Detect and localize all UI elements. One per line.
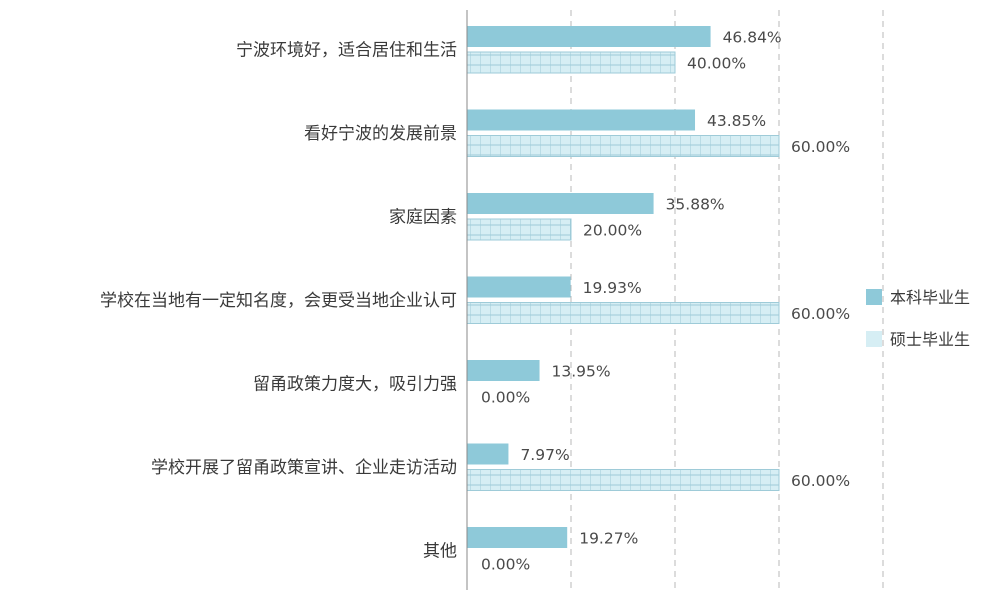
- data-label: 60.00%: [791, 138, 850, 156]
- bar-undergrad: [467, 276, 571, 298]
- data-label: 0.00%: [481, 556, 530, 574]
- data-label: 60.00%: [791, 305, 850, 323]
- category-labels: 宁波环境好，适合居住和生活看好宁波的发展前景家庭因素学校在当地有一定知名度，会更…: [100, 41, 457, 562]
- data-label: 7.97%: [520, 446, 569, 464]
- legend-swatch-undergrad: [866, 289, 882, 305]
- bars: [466, 26, 780, 548]
- legend-label: 本科毕业生: [890, 288, 970, 307]
- data-label: 60.00%: [791, 472, 850, 490]
- data-label: 13.95%: [552, 363, 611, 381]
- category-label: 学校开展了留甬政策宣讲、企业走访活动: [151, 458, 457, 478]
- legend-label: 硕士毕业生: [890, 330, 970, 349]
- data-label: 43.85%: [707, 112, 766, 130]
- category-label: 看好宁波的发展前景: [304, 124, 457, 144]
- bar-undergrad: [467, 527, 568, 548]
- category-label: 其他: [423, 542, 457, 562]
- value-labels: 46.84% 40.00% 43.85% 60.00% 35.88% 20.00% 19.9…: [481, 29, 850, 574]
- data-label: 19.27%: [579, 530, 638, 548]
- data-label: 0.00%: [481, 389, 530, 407]
- bar-master: [466, 302, 780, 324]
- bar-undergrad: [467, 109, 696, 131]
- bar-master: [466, 469, 780, 491]
- category-label: 家庭因素: [389, 208, 457, 228]
- legend-swatch-master: [866, 331, 882, 347]
- bar-undergrad: [467, 360, 540, 381]
- bar-master: [466, 135, 780, 157]
- data-label: 40.00%: [687, 55, 746, 73]
- category-label: 留甬政策力度大，吸引力强: [253, 375, 457, 395]
- bar-undergrad: [467, 26, 711, 47]
- bar-undergrad: [467, 443, 509, 465]
- category-label: 宁波环境好，适合居住和生活: [236, 41, 457, 61]
- data-label: 35.88%: [666, 196, 725, 214]
- bar-master: [466, 51, 676, 74]
- data-label: 46.84%: [723, 29, 782, 47]
- bar-master: [466, 218, 572, 241]
- data-label: 19.93%: [583, 279, 642, 297]
- category-label: 学校在当地有一定知名度，会更受当地企业认可: [100, 291, 457, 311]
- bar-undergrad: [467, 193, 654, 214]
- gridlines: [570, 10, 884, 590]
- data-label: 20.00%: [583, 222, 642, 240]
